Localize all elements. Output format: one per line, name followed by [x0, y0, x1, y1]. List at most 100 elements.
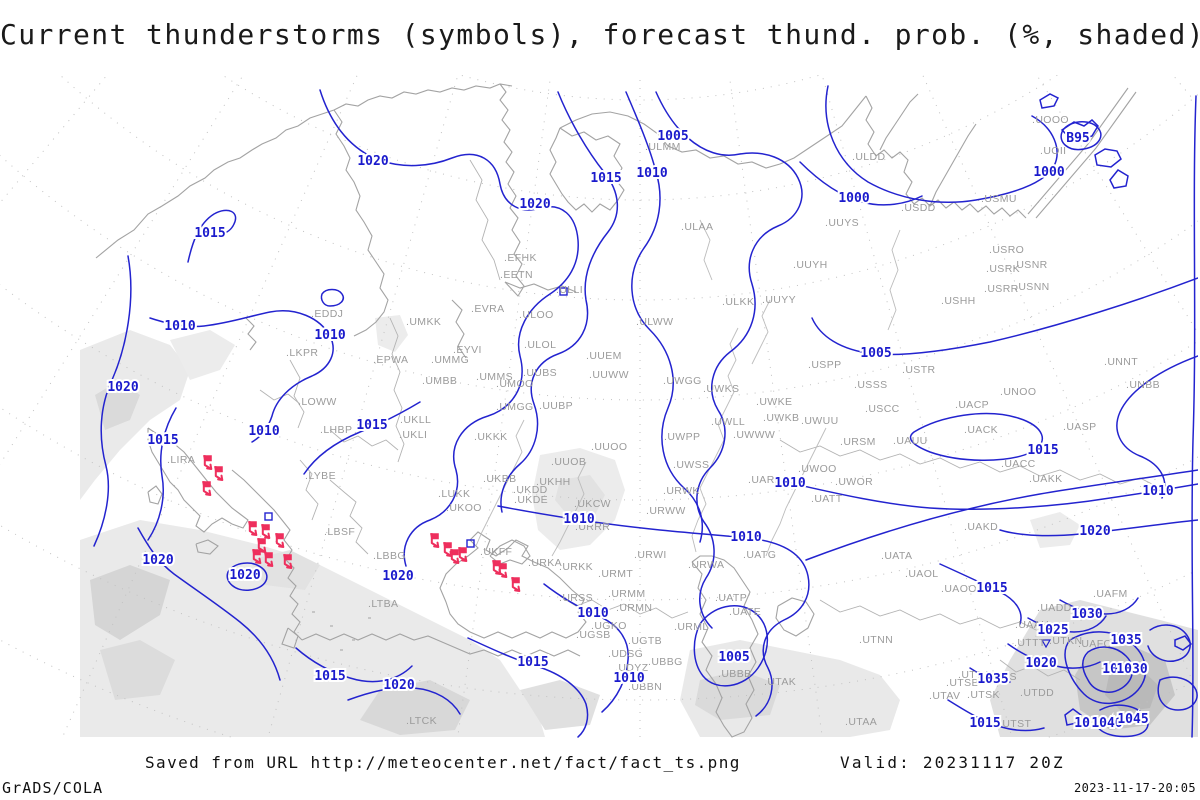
station-label: .USSS [854, 379, 888, 391]
thunderstorm-symbol [458, 547, 468, 562]
contour-value-label: B95 [1066, 131, 1089, 146]
triangle-marker [1040, 639, 1052, 649]
country-border-layer [259, 159, 1161, 681]
station-label: .UWSS [673, 459, 709, 471]
station-label: .UKFF [480, 546, 512, 558]
station-label: .UUOB [551, 456, 586, 468]
station-label: .UOII [1040, 145, 1067, 157]
station-label: .UKDD [513, 484, 548, 496]
contour-value-label: 1040 [1091, 716, 1122, 731]
station-label: .ULMM [645, 141, 681, 153]
station-label: .URWW [646, 505, 686, 517]
station-label: .LUKK [438, 488, 470, 500]
station-label: .UAKD [964, 521, 998, 533]
isobar-contour [93, 255, 132, 547]
station-label: .USHH [941, 295, 976, 307]
isobar-contour [303, 401, 421, 475]
station-label: .UTDD [1020, 687, 1054, 699]
isobar-contour [137, 527, 281, 681]
station-label: .UKKK [474, 431, 508, 443]
chart-title: Current thunderstorms (symbols), forecas… [0, 18, 1200, 51]
station-label: .EDDJ [311, 308, 343, 320]
contour-value-label: 10. [1074, 716, 1097, 731]
station-label: .USNR [1013, 259, 1048, 271]
isobar-contour [799, 161, 923, 206]
station-label: .UATT [811, 493, 843, 505]
contour-value-label: 1015 [356, 418, 387, 433]
thunderstorm-symbol [257, 538, 267, 553]
station-label: .UWGG [663, 375, 702, 387]
station-label: .LKPR [286, 347, 318, 359]
station-label: .UGSB [576, 629, 611, 641]
station-label: .USDD [901, 202, 936, 214]
thunderstorm-symbol [430, 533, 440, 548]
contour-value-label: 1010 [1142, 484, 1173, 499]
station-label: .UDYZ [615, 662, 649, 674]
isobar-contour [543, 583, 629, 713]
station-label: .UWOR [835, 476, 873, 488]
isobar-contour [1060, 119, 1099, 141]
station-label: .UBBB [718, 668, 752, 680]
station-label: .UAFO [1078, 638, 1112, 650]
isobar-contour [969, 667, 1011, 683]
isobar-contour [939, 563, 1022, 625]
station-label: .UKLL [400, 414, 431, 426]
station-label: .UTSK [967, 689, 1000, 701]
station-label: .UAFM [1093, 588, 1128, 600]
station-label: .EFHK [504, 252, 537, 264]
station-label: .UTAV [929, 690, 960, 702]
thunderstorm-symbol [203, 455, 213, 470]
isobar-contour [625, 91, 704, 543]
isobar-contour [1174, 635, 1193, 651]
station-label: .URWK [663, 485, 700, 497]
isobar-contour [1064, 708, 1082, 726]
station-label: .UTKN [1049, 635, 1083, 647]
station-marker-layer [264, 287, 1052, 649]
station-label: .USTR [902, 364, 936, 376]
station-label: .URRR [575, 521, 610, 533]
station-label: .UARR [748, 474, 783, 486]
station-label: .UTAK [764, 676, 796, 688]
station-label: .UATA [881, 550, 912, 562]
station-label: .UWKS [703, 383, 739, 395]
station-label: .UACP [955, 399, 989, 411]
contour-value-label: 1010 [164, 319, 195, 334]
isobar-contour [693, 605, 769, 687]
station-label: .UMMS [476, 371, 513, 383]
generation-timestamp: 2023-11-17-20:05 [1074, 781, 1196, 795]
station-label: .UKLI [399, 429, 427, 441]
contour-value-label: 1010 [248, 424, 279, 439]
station-label: .UUYS [825, 217, 859, 229]
contour-value-label: 1010 [636, 166, 667, 181]
thunderstorm-symbol [511, 577, 521, 592]
thunderstorm-symbol-layer [202, 455, 521, 592]
contour-value-label: 1015 [590, 171, 621, 186]
isobar-contour [789, 482, 1198, 511]
station-label: .UASP [1063, 421, 1097, 433]
contour-value-label: 10. [1102, 662, 1125, 677]
isobar-contour [1064, 631, 1147, 705]
station-label: .EYVI [453, 344, 482, 356]
station-label: .UBBN [628, 681, 662, 693]
contour-value-label: 1010 [314, 328, 345, 343]
station-label: .UNOO [1000, 386, 1036, 398]
station-label: .ULOO [519, 309, 554, 321]
station-label: .URMT [598, 568, 633, 580]
station-label: .LIRA [167, 454, 195, 466]
station-label: .LYBE [305, 470, 336, 482]
blue-square-marker [264, 512, 273, 521]
station-label: .LTBA [368, 598, 398, 610]
isobar-contour [825, 85, 1058, 203]
isobar-contour [1060, 120, 1102, 151]
isobar-contour [1082, 646, 1134, 693]
station-label: .UATG [743, 549, 776, 561]
contour-value-label: 1020 [107, 380, 138, 395]
station-label: .ULAA [681, 221, 713, 233]
station-label: .UBBG [648, 656, 683, 668]
isobar-contour [497, 505, 810, 717]
station-label: .URML [674, 621, 709, 633]
station-label: .UMMG [431, 354, 469, 366]
contour-value-label: 1005 [718, 650, 749, 665]
thunderstorm-symbol [275, 533, 285, 548]
